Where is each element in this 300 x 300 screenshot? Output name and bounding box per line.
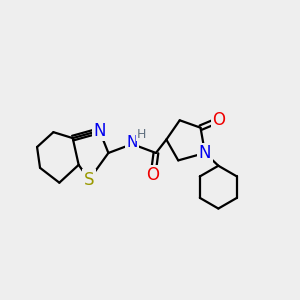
Text: N: N [93, 122, 106, 140]
Text: N: N [127, 135, 138, 150]
Text: O: O [212, 111, 225, 129]
Text: S: S [84, 171, 94, 189]
Text: H: H [136, 128, 146, 141]
Text: O: O [146, 166, 160, 184]
Text: N: N [199, 144, 211, 162]
